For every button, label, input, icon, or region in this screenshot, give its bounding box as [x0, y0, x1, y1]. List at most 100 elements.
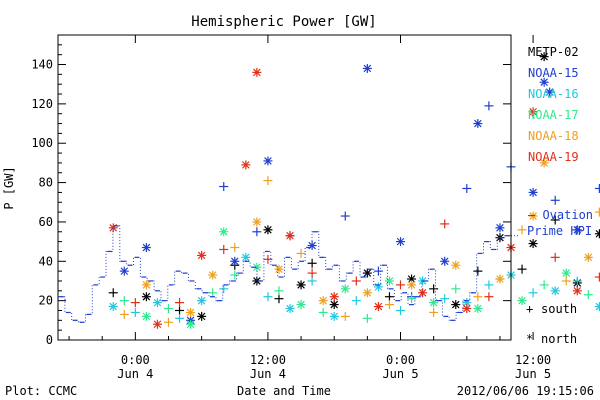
plot-timestamp: 2012/06/06 19:15:06 — [457, 384, 594, 398]
marker-stroke — [496, 224, 504, 232]
marker-stroke — [418, 288, 427, 297]
legend: METP-02 NOAA-15 NOAA-16 NOAA-17 NOAA-18 NOAA-… — [528, 45, 579, 164]
marker-stroke — [230, 257, 239, 266]
marker-stroke — [584, 253, 593, 262]
noaa-17-point — [163, 304, 173, 314]
metp-02-point — [108, 288, 118, 298]
marker-stroke — [551, 287, 559, 295]
marker-stroke — [595, 232, 600, 238]
noaa-16-point — [241, 252, 251, 262]
noaa-15-point — [340, 211, 350, 221]
noaa-16-point — [550, 286, 560, 296]
x-tick-time: 12:00 — [250, 353, 286, 367]
marker-stroke — [275, 265, 283, 273]
noaa-17-point — [429, 298, 439, 308]
noaa-15-point — [141, 243, 151, 253]
x-axis-label: Date and Time — [237, 384, 331, 398]
marker-stroke — [153, 320, 162, 329]
marker-stroke — [418, 277, 427, 285]
noaa-16-point — [594, 302, 600, 312]
noaa-17-point — [407, 294, 417, 304]
marker-stroke — [142, 243, 151, 252]
x-tick-date: Jun 4 — [250, 367, 286, 381]
y-tick-label: 0 — [46, 333, 53, 347]
marker-stroke — [374, 302, 383, 311]
marker-stroke — [120, 267, 129, 275]
noaa-17-point — [274, 286, 284, 296]
y-tick-label: 140 — [31, 58, 53, 72]
marker-stroke — [109, 302, 118, 311]
y-tick-label: 60 — [39, 215, 53, 229]
metp-02-point — [594, 229, 600, 239]
marker-stroke — [595, 305, 600, 311]
plot-frame — [57, 34, 512, 341]
noaa-18-point — [318, 296, 328, 306]
noaa-16-point — [307, 276, 317, 286]
marker-stroke — [219, 227, 228, 236]
marker-stroke — [197, 312, 206, 321]
noaa-18-point — [384, 300, 394, 310]
noaa-18-point — [407, 280, 417, 290]
plot-credit: Plot: CCMC — [5, 384, 77, 398]
noaa-16-point — [285, 304, 295, 314]
marker-stroke — [197, 296, 206, 305]
marker-stroke — [407, 281, 416, 289]
north-symbol-label: north — [541, 332, 577, 346]
noaa-18-point — [141, 280, 151, 290]
marker-stroke — [242, 253, 250, 262]
metp-02-point — [550, 215, 560, 225]
noaa-15-point — [545, 87, 555, 97]
noaa-19-point — [550, 252, 560, 262]
noaa-16-point — [130, 307, 140, 317]
chart-title: Hemispheric Power [GW] — [191, 14, 376, 30]
ovation-legend-line1: – Ovation — [528, 208, 593, 222]
marker-stroke — [142, 281, 151, 289]
noaa-15-point — [462, 183, 472, 193]
metp-02-point — [384, 292, 394, 302]
noaa-17-point — [296, 300, 306, 310]
x-tick-date: Jun 5 — [515, 367, 551, 381]
metp-02-point — [263, 225, 273, 235]
x-tick-date: Jun 4 — [117, 367, 153, 381]
marker-stroke — [540, 78, 548, 87]
marker-stroke — [286, 304, 294, 313]
metp-02-point — [429, 284, 439, 294]
y-axis: 0 20 40 60 80 100 120 140 — [31, 44, 511, 347]
marker-stroke — [253, 263, 261, 271]
y-tick-label: 80 — [39, 176, 53, 190]
marker-stroke — [540, 159, 548, 167]
marker-stroke — [451, 261, 460, 270]
noaa-16-point — [396, 305, 406, 315]
marker-stroke — [573, 287, 582, 295]
noaa-16-point — [263, 292, 273, 302]
y-tick-label: 40 — [39, 254, 53, 268]
noaa-19-point — [528, 107, 538, 117]
noaa-15-point — [572, 225, 582, 235]
marker-stroke — [396, 237, 405, 246]
marker-stroke — [573, 226, 582, 234]
legend-noaa-17: NOAA-17 — [528, 108, 579, 122]
marker-stroke — [186, 320, 195, 329]
marker-stroke — [518, 296, 526, 305]
x-tick-time: 0:00 — [386, 353, 415, 367]
metp-02-point — [451, 300, 461, 310]
noaa-15-point — [528, 187, 538, 197]
noaa-19-point — [252, 67, 262, 77]
south-symbol-mark: + — [526, 302, 533, 316]
noaa-18-point — [296, 248, 306, 258]
marker-stroke — [474, 119, 482, 128]
noaa-15-point — [473, 119, 483, 129]
noaa-17-point — [362, 313, 372, 323]
marker-stroke — [529, 107, 537, 116]
noaa-18-point — [340, 311, 350, 321]
noaa-16-point — [440, 294, 450, 304]
noaa-18-point — [252, 217, 262, 227]
noaa-15-point — [119, 266, 129, 276]
noaa-17-point — [451, 284, 461, 294]
noaa-17-point — [517, 296, 527, 306]
marker-stroke — [463, 298, 471, 307]
noaa-15-point — [362, 63, 372, 73]
noaa-15-point — [550, 195, 560, 205]
noaa-19-point — [175, 298, 185, 308]
noaa-19-point — [197, 250, 207, 260]
